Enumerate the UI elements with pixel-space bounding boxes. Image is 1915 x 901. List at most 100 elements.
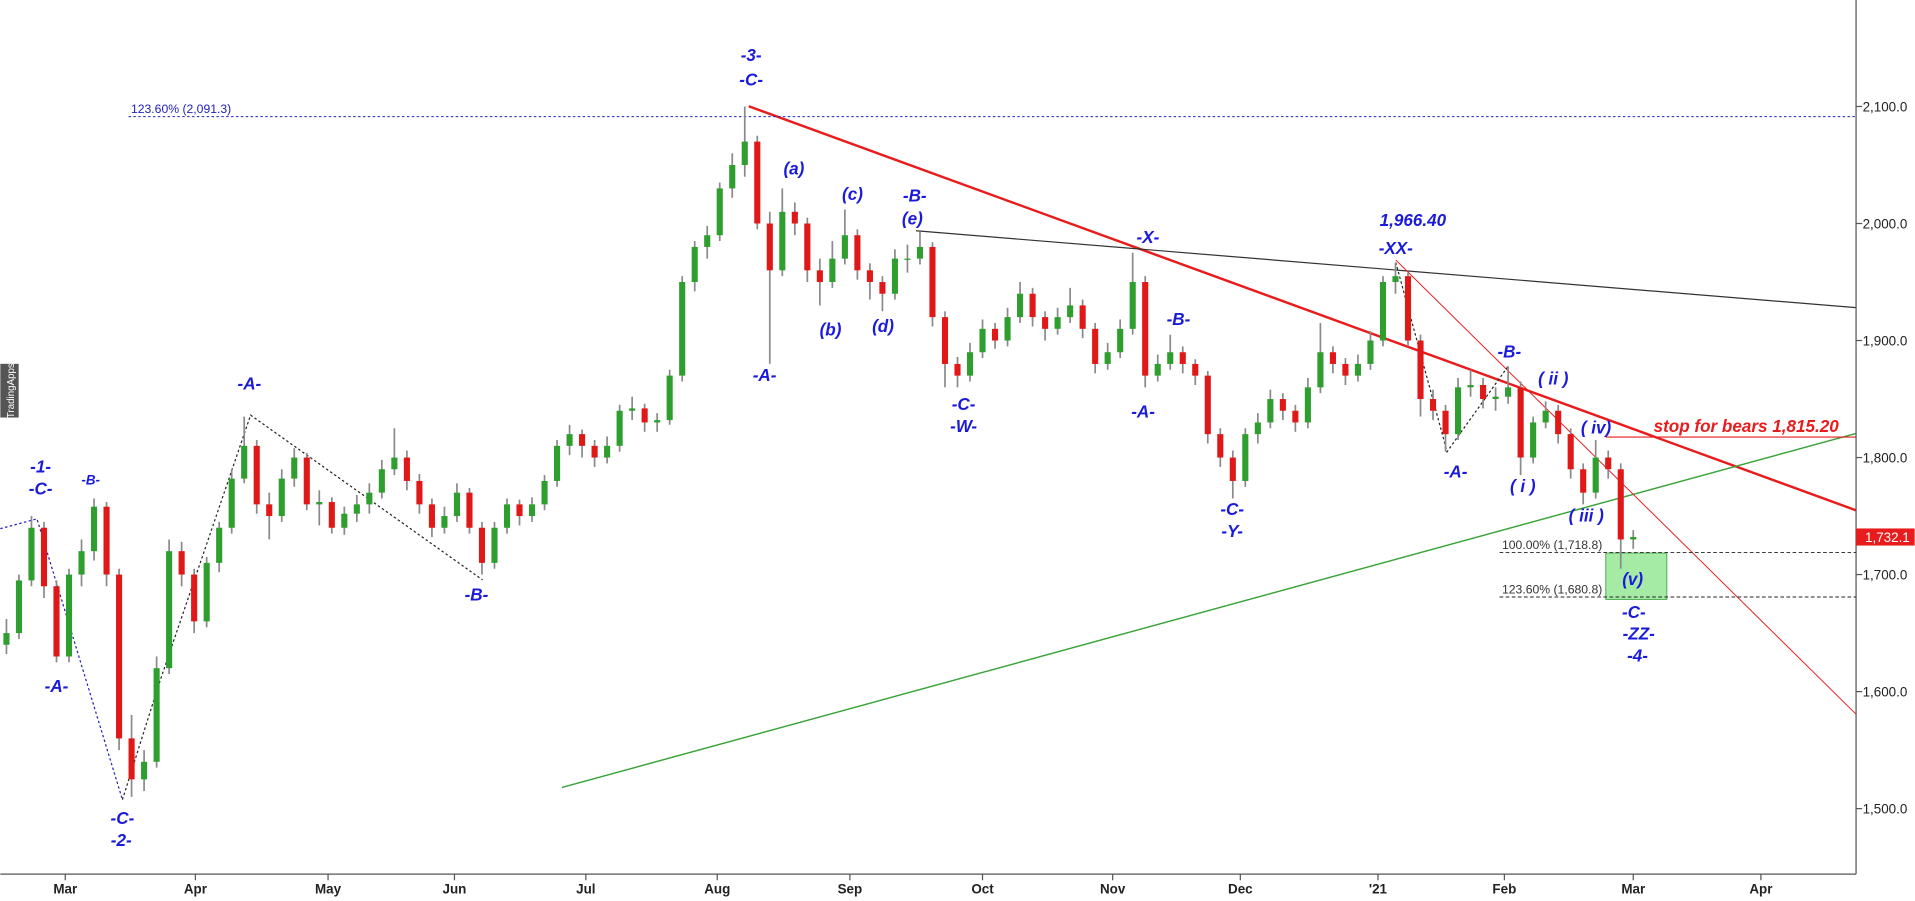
candle-body: [954, 363, 961, 376]
candle-body: [28, 527, 35, 581]
thin-red-trendline: [1395, 259, 1857, 715]
candle-body: [466, 492, 473, 528]
candle-body: [916, 246, 924, 259]
candle-body: [991, 328, 999, 341]
candle-body: [153, 668, 160, 762]
wave-label: -B-: [903, 186, 927, 205]
candle-body: [791, 211, 798, 224]
candle-body: [941, 317, 949, 364]
wave-label: ( ii ): [1538, 370, 1569, 389]
wave-label: -X-: [1137, 228, 1160, 247]
wave-label: -4-: [1627, 647, 1648, 666]
candle-body: [178, 551, 185, 575]
candle-body: [416, 480, 423, 505]
candle-body: [1354, 363, 1361, 376]
candle-body: [1204, 375, 1211, 435]
candle-body: [1029, 293, 1036, 318]
x-tick-label: Feb: [1492, 882, 1516, 897]
wave-label: -C-: [952, 395, 976, 414]
wave-label: -B-: [1497, 343, 1521, 362]
green-trendline: [561, 432, 1857, 789]
candle-body: [1254, 422, 1261, 435]
candle-body: [428, 504, 435, 528]
wave-label: -A-: [238, 374, 262, 393]
candle-body: [1505, 387, 1512, 397]
candle-body: [341, 513, 348, 528]
candle-body: [291, 457, 298, 479]
red-trendline: [748, 105, 1857, 512]
candle-body: [1530, 422, 1537, 458]
y-tick-label: 1,500.0: [1863, 801, 1908, 816]
candle-body: [116, 574, 123, 739]
candle-body: [1455, 387, 1462, 435]
candle-body: [378, 469, 385, 493]
candle-body: [579, 434, 586, 446]
candle-body: [1292, 410, 1299, 423]
candle-body: [966, 352, 974, 376]
candle-body: [1480, 384, 1487, 400]
wave-label: ( i ): [1510, 477, 1536, 496]
wave-label: -Y-: [1221, 522, 1243, 541]
candle-body: [704, 235, 711, 247]
candle-body: [1004, 317, 1011, 341]
x-tick-label: Mar: [53, 882, 78, 897]
candle-body: [1467, 384, 1474, 388]
candle-body: [741, 141, 748, 165]
candle-body: [478, 527, 486, 563]
candle-body: [503, 504, 511, 528]
x-tick-label: Jun: [443, 882, 467, 897]
candle-body: [1580, 469, 1587, 493]
candle-body: [979, 328, 986, 353]
level-label: 123.60% (1,680.8): [1502, 582, 1602, 596]
target-box: [1605, 552, 1668, 600]
candle-body: [1567, 434, 1574, 470]
candle-body: [654, 420, 661, 423]
wave-label: (a): [783, 160, 804, 179]
candle-body: [1342, 363, 1349, 376]
candle-body: [754, 141, 761, 224]
candle-body: [1154, 363, 1161, 376]
x-tick-label: Jul: [576, 882, 595, 897]
candle-body: [641, 408, 648, 423]
x-tick-label: May: [315, 882, 342, 897]
wave-label: -C-: [1622, 603, 1646, 622]
candle-body: [616, 410, 623, 446]
candle-body: [1117, 328, 1124, 353]
candle-body: [1542, 410, 1549, 423]
candle-body: [1179, 352, 1186, 364]
candle-body: [779, 211, 786, 271]
candle-body: [128, 738, 135, 780]
candle-body: [391, 457, 398, 470]
wave-label: -2-: [111, 831, 132, 850]
candle-body: [879, 282, 886, 294]
candle-body: [316, 502, 323, 505]
x-tick-label: Apr: [1749, 882, 1773, 897]
candle-body: [1192, 363, 1199, 376]
black-trendline: [915, 230, 1857, 309]
candle-body: [441, 516, 448, 528]
candle-body: [1167, 352, 1174, 364]
candle-body: [1067, 305, 1074, 318]
candle-body: [554, 445, 561, 481]
candle-body: [303, 457, 310, 505]
wave-label: -C-: [739, 70, 763, 89]
x-tick-label: Apr: [184, 882, 208, 897]
wave-label: -A-: [753, 366, 777, 385]
candle-body: [1429, 399, 1437, 411]
candle-body: [253, 445, 260, 505]
candle-body: [1054, 317, 1061, 329]
candle-body: [866, 270, 873, 283]
wave-label: -A-: [1131, 403, 1155, 422]
candle-body: [1379, 282, 1387, 341]
candle-body: [816, 270, 823, 283]
candle-body: [1392, 276, 1399, 283]
x-tick-label: Oct: [971, 882, 994, 897]
candle-body: [53, 586, 60, 657]
candle-body: [266, 504, 273, 517]
candle-body: [629, 408, 636, 411]
candle-body: [591, 445, 598, 458]
candle-body: [1017, 293, 1024, 318]
y-tick-label: 1,800.0: [1863, 450, 1908, 465]
candle-body: [891, 258, 898, 294]
